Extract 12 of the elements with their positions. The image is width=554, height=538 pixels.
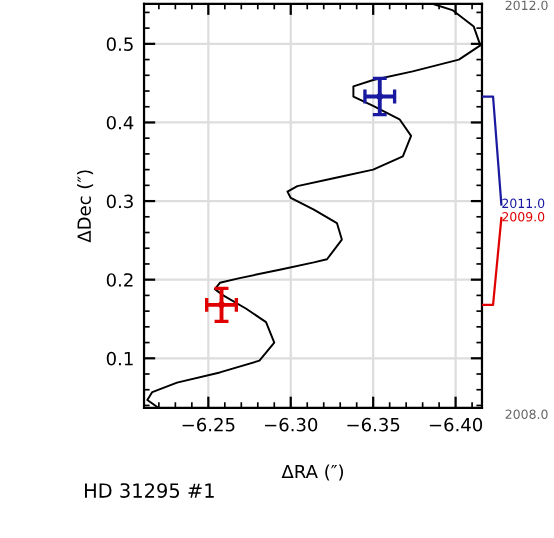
y-tick-label: 0.1	[106, 351, 133, 366]
y-tick-label: 0.5	[106, 37, 133, 51]
x-tick-label: −6.30	[265, 417, 318, 432]
y-tick-label: 0.3	[106, 194, 133, 209]
x-axis-title: ΔRA (″)	[281, 464, 344, 481]
x-tick-label: −6.40	[429, 417, 483, 432]
x-tick-label: −6.25	[182, 417, 235, 432]
y-tick-label: 0.4	[106, 115, 134, 130]
y-tick-label: 0.2	[106, 273, 133, 287]
y-axis-title: ΔDec (″)	[77, 170, 94, 243]
text: HD 31295 #1	[85, 483, 214, 498]
x-tick-label: −6.35	[347, 417, 400, 432]
